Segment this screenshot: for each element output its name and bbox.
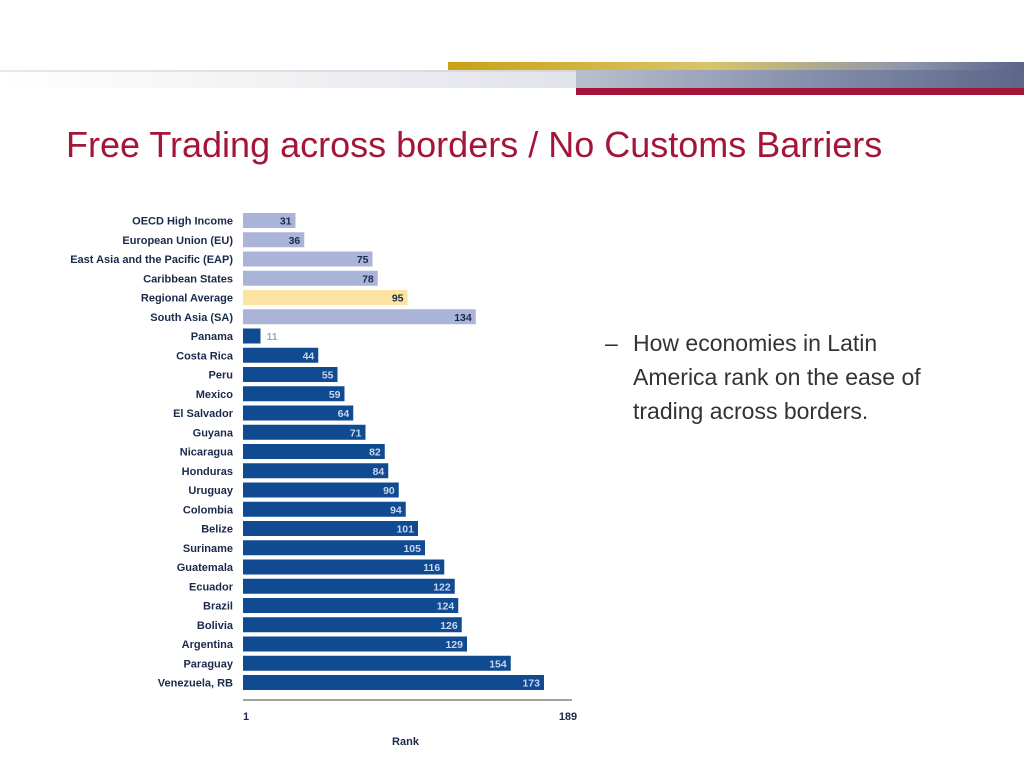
category-label: Guyana xyxy=(193,427,234,439)
rank-bar-chart: OECD High Income 31 European Union (EU) 36 E… xyxy=(70,213,577,748)
category-label: South Asia (SA) xyxy=(150,312,233,324)
category-label: Paraguay xyxy=(183,658,233,670)
bar xyxy=(243,578,455,594)
bar-value-label: 94 xyxy=(390,504,402,516)
category-label: Guatemala xyxy=(177,562,234,574)
category-label: Mexico xyxy=(196,389,234,401)
bar-value-label: 44 xyxy=(303,350,315,362)
bar xyxy=(243,598,459,613)
bar xyxy=(243,367,338,382)
bar xyxy=(243,540,425,556)
bar xyxy=(243,405,354,421)
category-label: El Salvador xyxy=(173,408,234,420)
slide-title: Free Trading across borders / No Customs… xyxy=(66,124,883,165)
bar-value-label: 134 xyxy=(454,312,472,324)
bar xyxy=(243,232,305,248)
category-label: Belize xyxy=(201,524,233,536)
bar-value-label: 31 xyxy=(280,216,292,228)
header-band-slate xyxy=(576,70,1024,88)
bar xyxy=(243,501,406,517)
category-label: OECD High Income xyxy=(132,216,233,228)
bar-value-label: 154 xyxy=(489,658,507,670)
bar xyxy=(243,328,261,344)
bar-value-label: 71 xyxy=(350,427,362,439)
bar xyxy=(243,617,462,633)
bar-value-label: 84 xyxy=(373,466,385,478)
bar-value-label: 129 xyxy=(445,639,463,651)
category-label: Uruguay xyxy=(188,485,234,497)
bar xyxy=(243,347,319,363)
header-band-red xyxy=(576,88,1024,95)
bar xyxy=(243,463,389,479)
category-label: European Union (EU) xyxy=(122,235,233,247)
bar-value-label: 36 xyxy=(289,235,301,247)
category-label: East Asia and the Pacific (EAP) xyxy=(70,254,233,266)
bar xyxy=(243,424,366,440)
bar xyxy=(243,444,385,459)
bar xyxy=(243,559,445,575)
bar xyxy=(243,675,544,690)
bar-value-label: 75 xyxy=(357,254,369,266)
bar-value-label: 122 xyxy=(433,581,451,593)
bar-value-label: 90 xyxy=(383,485,395,497)
bullet-text: How economies in Latin America rank on t… xyxy=(633,330,921,424)
bar-value-label: 55 xyxy=(322,370,334,382)
bar-value-label: 105 xyxy=(403,543,421,555)
category-label: Costa Rica xyxy=(176,350,234,362)
header-band-thin xyxy=(0,70,1024,72)
category-label: Honduras xyxy=(182,466,233,478)
bullet-point: – How economies in Latin America rank on… xyxy=(605,326,985,428)
bar xyxy=(243,213,296,228)
bar xyxy=(243,636,467,652)
bar-value-label: 173 xyxy=(522,678,540,690)
bar-value-label: 11 xyxy=(267,331,278,343)
bar xyxy=(243,290,408,305)
bar-value-label: 124 xyxy=(437,601,455,613)
bar xyxy=(243,655,511,671)
bar xyxy=(243,270,378,286)
bar xyxy=(243,309,476,325)
x-axis-label: Rank xyxy=(392,736,420,748)
bar-value-label: 82 xyxy=(369,447,381,459)
bars-layer: OECD High Income 31 European Union (EU) 36 E… xyxy=(70,213,544,690)
header-band-gold xyxy=(448,62,1024,70)
category-label: Bolivia xyxy=(197,620,234,632)
category-label: Peru xyxy=(209,370,233,382)
bar-value-label: 59 xyxy=(329,389,341,401)
bar-value-label: 78 xyxy=(362,273,374,285)
category-label: Panama xyxy=(191,331,234,343)
category-label: Argentina xyxy=(182,639,234,651)
bar-value-label: 116 xyxy=(423,562,440,574)
category-label: Ecuador xyxy=(189,581,234,593)
bar-value-label: 126 xyxy=(440,620,458,632)
category-label: Colombia xyxy=(183,504,234,516)
x-tick-label-max: 189 xyxy=(559,711,577,723)
bar xyxy=(243,386,345,402)
bar-value-label: 95 xyxy=(392,293,404,305)
category-label: Caribbean States xyxy=(143,273,233,285)
bar xyxy=(243,482,399,498)
bullet-marker: – xyxy=(605,330,618,356)
category-label: Venezuela, RB xyxy=(158,678,233,690)
x-tick-label-min: 1 xyxy=(243,711,249,723)
bar-value-label: 101 xyxy=(396,524,414,536)
bar-value-label: 64 xyxy=(338,408,350,420)
category-label: Brazil xyxy=(203,601,233,613)
x-axis: 1 189 Rank xyxy=(243,699,577,748)
category-label: Regional Average xyxy=(141,293,233,305)
bar xyxy=(243,251,373,267)
category-label: Nicaragua xyxy=(180,447,234,459)
bar xyxy=(243,521,418,536)
category-label: Suriname xyxy=(183,543,233,555)
